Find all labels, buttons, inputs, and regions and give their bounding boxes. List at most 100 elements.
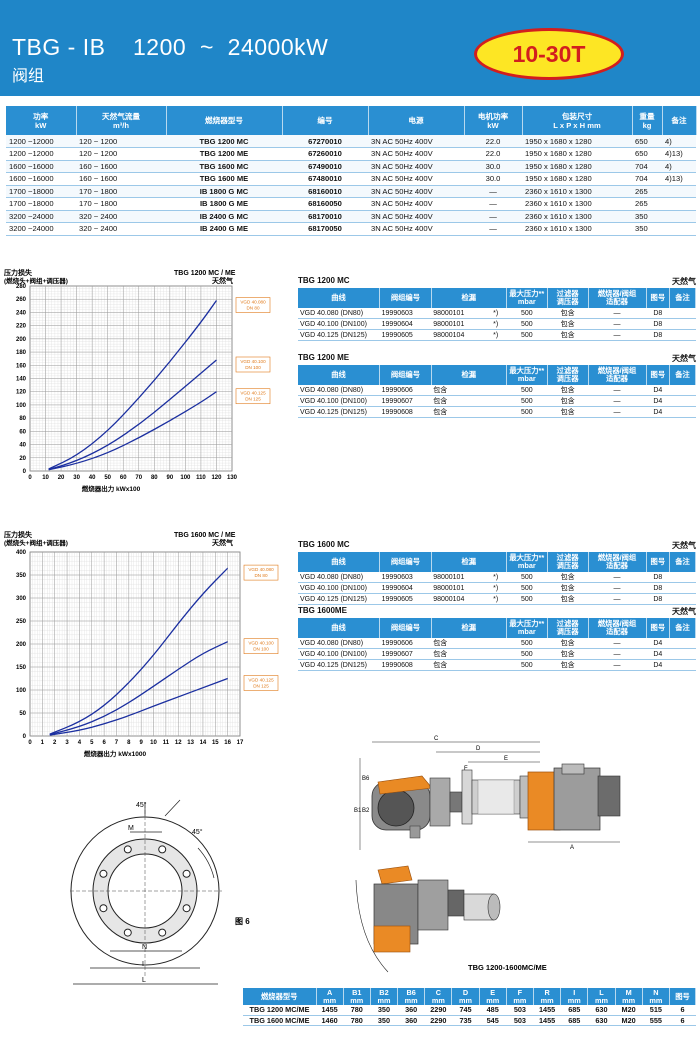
table-cell: 704 [632,172,662,186]
dim-b2: B2 [362,808,370,814]
sub-table-title: TBG 1600 MC [298,540,350,549]
chart-title: TBG 1600 MC / ME [174,532,236,539]
table-cell: 265 [632,197,662,211]
y-tick-label: 160 [16,363,27,369]
table-cell: 360 [397,1005,425,1016]
table-cell [669,385,696,396]
burner-side-view [359,758,541,850]
table-cell: 120 ~ 1200 [76,147,166,161]
table-cell: M20 [615,1005,643,1016]
flange-dim-m: M [128,825,134,832]
sub-table-gas: 天然气 [672,541,696,550]
x-tick-label: 14 [200,740,207,746]
dim-b1: B1 [354,808,362,814]
table-cell: 3N AC 50Hz 400V [368,197,464,211]
table-cell: 19990605 [379,593,432,605]
table-cell: *) [484,329,507,341]
table-cell: 2360 x 1610 x 1300 [522,197,632,211]
x-tick-label: 4 [78,740,82,746]
page-subtitle: 阀组 [12,68,45,85]
table-cell: 350 [370,1005,398,1016]
burner-drawings: C D E F R B1 B2 B6 A [348,730,698,975]
table-cell [669,308,696,319]
table-cell: 包含 [547,308,589,319]
capacity-badge: 10-30T [474,28,624,80]
series-line-2 [49,641,228,736]
x-tick-label: 7 [115,740,119,746]
table-cell: 包含 [431,659,485,671]
table-cell: *) [484,593,507,605]
dim-f: F [464,766,468,772]
sub-table-title-row: TBG 1600ME 天然气 [298,606,696,618]
table-row: VGD 40.125 (DN125) 19990605 98000104 *) 500 包… [298,593,696,605]
table-cell: 包含 [547,572,589,583]
table-cell: 68160050 [282,197,368,211]
table-cell: 500 [506,582,548,594]
table-cell: VGD 40.100 (DN100) [298,648,380,660]
table-cell: 3N AC 50Hz 400V [368,185,464,198]
y-tick-label: 80 [19,416,26,422]
table-cell: 4) [662,160,696,173]
valve-table-header: 曲线 [298,288,381,308]
table-cell [669,318,696,330]
flange-drawing: 45° 45° M N I L 图 6 [70,796,290,996]
chart-1600-svg: 0 1 2 3 4 5 6 7 8 9 10 11 12 13 14 15 16 1705010015020025… [4,530,279,758]
series-line-1 [49,567,229,735]
table-cell: D8 [646,308,670,319]
table-cell: 98000104 [431,329,485,341]
table-cell: TBG 1200 MC [166,135,282,148]
sub-table-title-row: TBG 1200 ME 天然气 [298,353,696,365]
y-tick-label: 0 [23,734,27,740]
table-cell: 包含 [431,385,485,396]
table-cell: 500 [506,593,548,605]
valve-table-header: 曲线 [298,618,381,638]
x-tick-label: 15 [212,740,219,746]
table-cell: 1600 ~16000 [6,172,76,186]
table-cell: 1700 ~18000 [6,185,76,198]
dim-table-header: 图号 [669,988,696,1005]
chart-xlabel: 燃烧器出力 kWx1000 [84,749,147,758]
table-cell: IB 1800 G MC [166,185,282,198]
table-cell: D4 [646,385,670,396]
valve-table-header: 备注 [669,618,696,638]
table-cell: 350 [370,1015,398,1026]
table-cell: 320 ~ 2400 [76,210,166,223]
table-cell: 包含 [547,582,589,594]
y-tick-label: 100 [16,403,27,409]
series-label-dn: DN 80 [254,573,267,578]
table-cell: 68170050 [282,222,368,236]
y-tick-label: 100 [16,688,27,694]
table-cell: 745 [451,1005,480,1016]
sub-table-title-row: TBG 1200 MC 天然气 [298,276,696,288]
burner-drawings-svg: C D E F R B1 B2 B6 A [354,736,621,973]
table-cell [484,385,507,396]
series-line-3 [49,677,228,736]
table-cell: 500 [506,572,548,583]
x-tick-label: 100 [180,475,191,481]
flange-angle-1: 45° [136,801,147,809]
table-row: VGD 40.080 (DN80) 19990603 98000101 *) 500 包含… [298,572,696,583]
dim-table-header: B2 mm [370,988,399,1005]
table-cell: VGD 40.080 (DN80) [298,385,380,396]
valve-table-header: 备注 [669,552,696,572]
valve-table-header: 备注 [669,365,696,385]
dim-e: E [504,756,508,762]
valve-table-header: 图号 [646,552,671,572]
table-row: VGD 40.125 (DN125) 19990605 98000104 *) 500 包… [298,329,696,341]
valve-table: 曲线 阀组编号 检漏 最大压力** mbar 过滤器 调压器 燃烧器/阀组 适配器 图号 备注 VGD… [298,618,696,671]
x-tick-label: 3 [65,740,69,746]
y-tick-label: 180 [16,350,27,356]
bolt-hole [182,904,191,913]
table-cell: 360 [397,1015,425,1026]
table-cell: 包含 [547,395,589,407]
valve-table-header: 曲线 [298,552,381,572]
table-cell: 500 [506,648,548,660]
table-cell: *) [484,308,507,319]
y-tick-label: 240 [16,310,27,316]
table-cell: 3N AC 50Hz 400V [368,172,464,186]
table-cell: 1455 [533,1005,561,1016]
table-cell: 735 [451,1015,480,1026]
series-label-box [235,297,271,313]
